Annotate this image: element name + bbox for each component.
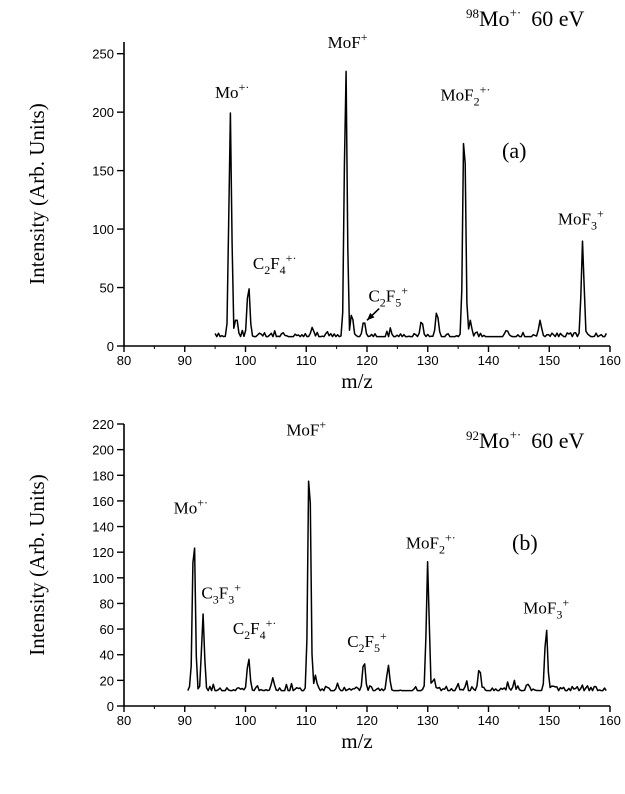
panel-b-x-tick-label: 140 (478, 713, 500, 728)
panel-b-y-tick-label: 20 (100, 673, 114, 688)
panel-a-x-axis-label: m/z (341, 369, 373, 393)
panel-a-x-tick-label: 130 (417, 353, 439, 368)
panel-a-x-tick-label: 160 (599, 353, 621, 368)
panel-b-spectrum-line (187, 480, 607, 692)
panel-a-peak-label: Mo+· (215, 80, 249, 102)
panel-a-peak-label: C2F4+· (253, 251, 297, 277)
panel-b-panel-label: (b) (512, 530, 538, 555)
panel-b-x-tick-label: 160 (599, 713, 621, 728)
panel-b-peak-label: MoF2+· (406, 530, 456, 556)
panel-b-y-tick-label: 200 (92, 443, 114, 458)
panel-b-y-tick-label: 180 (92, 468, 114, 483)
panel-b-peak-label: C3F3+ (201, 580, 241, 606)
panel-a-y-tick-label: 150 (92, 164, 114, 179)
panel-b-y-tick-label: 0 (107, 699, 114, 714)
panel-b-x-tick-label: 100 (235, 713, 257, 728)
panel-b-y-axis-label: Intensity (Arb. Units) (25, 474, 49, 655)
panel-b-peak-label: C2F5+ (347, 629, 387, 655)
panel-a-x-tick-label: 90 (178, 353, 192, 368)
panel-b-x-tick-label: 110 (296, 713, 317, 728)
panel-b-peak-label: C2F4+· (233, 616, 277, 642)
panel-a-arrow-head (367, 312, 375, 321)
panel-a-x-tick-label: 100 (235, 353, 257, 368)
panel-a-peak-label: C2F5+ (368, 284, 408, 310)
panel-b-peak-label: MoF3+ (523, 596, 569, 622)
panel-a-spectrum-line (214, 70, 608, 338)
panel-a-peak-label: MoF3+ (558, 206, 604, 232)
panel-b-peak-label: MoF+ (286, 418, 326, 440)
panel-b-peak-label: Mo+· (174, 496, 208, 518)
panel-b-y-tick-label: 40 (100, 648, 114, 663)
panel-a-x-tick-label: 150 (538, 353, 560, 368)
panel-a-peak-label: MoF2+· (440, 82, 490, 108)
panel-a-x-tick-label: 110 (296, 353, 317, 368)
panel-a-y-tick-label: 0 (107, 339, 114, 354)
panel-b-x-axis-label: m/z (341, 729, 373, 753)
panel-a-y-tick-label: 50 (100, 281, 114, 296)
panel-a-y-axis-label: Intensity (Arb. Units) (25, 103, 49, 284)
panel-b-y-tick-label: 140 (92, 520, 114, 535)
panel-a-ion-label: 98Mo+· 60 eV (466, 5, 584, 31)
panel-b-x-tick-label: 130 (417, 713, 439, 728)
panel-b-y-tick-label: 60 (100, 622, 114, 637)
panel-b-y-tick-label: 120 (92, 545, 114, 560)
panel-a-x-tick-label: 80 (117, 353, 131, 368)
panel-b-x-tick-label: 90 (178, 713, 192, 728)
panel-a-peak-label: MoF+ (328, 30, 368, 52)
panel-a-x-tick-label: 120 (356, 353, 378, 368)
panel-b-y-tick-label: 100 (92, 571, 114, 586)
panel-a-y-tick-label: 200 (92, 105, 114, 120)
panel-b-x-tick-label: 150 (538, 713, 560, 728)
panel-b-x-tick-label: 80 (117, 713, 131, 728)
panel-a-y-tick-label: 100 (92, 222, 114, 237)
panel-a: 80 90 100 110 120 130 140 150 160 0 50 100 150 200 250… (25, 5, 621, 393)
panel-b-x-tick-label: 120 (356, 713, 378, 728)
panel-b-ion-label: 92Mo+· 60 eV (466, 427, 584, 453)
panel-a-panel-label: (a) (502, 138, 526, 163)
panel-a-y-tick-label: 250 (92, 47, 114, 62)
panel-a-x-tick-label: 140 (478, 353, 500, 368)
panel-b-y-tick-label: 160 (92, 494, 114, 509)
panel-b-y-tick-label: 80 (100, 596, 114, 611)
panel-b-y-tick-label: 220 (92, 417, 114, 432)
panel-b: 80 90 100 110 120 130 140 150 160 0 20 40 60 80 100 120… (25, 417, 621, 753)
